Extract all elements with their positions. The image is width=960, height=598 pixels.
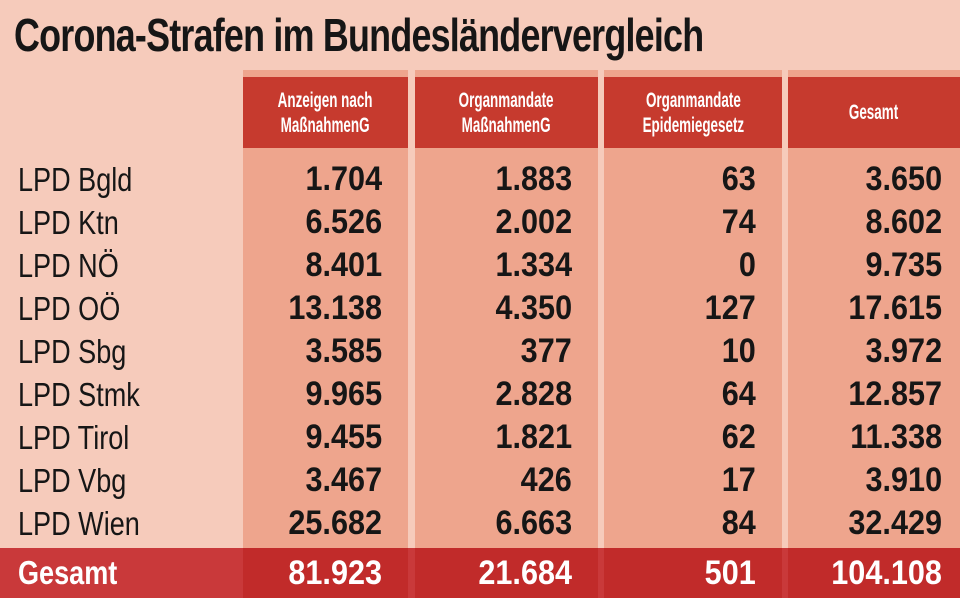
column-header: Organmandate Epidemiegesetz [604,77,782,148]
header-line: Organmandate [645,88,741,112]
column-header-label: Anzeigen nach MaßnahmenG [266,88,385,138]
row-label: LPD NÖ [18,247,119,284]
cell-value: 6.526 [305,203,382,241]
cell-value: 62 [721,418,756,456]
table-row: LPD Stmk 9.965 2.828 64 12.857 [0,373,960,416]
total-cell-background [604,548,782,598]
cell-value: 2.002 [495,203,572,241]
cell-value: 10 [721,332,756,370]
table-row: LPD Bgld 1.704 1.883 63 3.650 [0,158,960,201]
cell-value: 8.401 [305,246,382,284]
cell-value: 17.615 [848,289,942,327]
cell-value: 63 [721,160,756,198]
row-label: LPD Ktn [18,204,119,241]
cell-value: 1.704 [305,160,382,198]
cell-value: 11.338 [850,418,942,456]
header-line: Gesamt [849,101,899,124]
cell-value: 13.138 [288,289,382,327]
cell-value: 12.857 [848,375,942,413]
cell-value: 32.429 [848,504,942,542]
cell-value: 104.108 [831,554,942,592]
cell-value: 1.821 [495,418,572,456]
row-label: LPD Stmk [18,376,140,413]
header-line: MaßnahmenG [281,113,370,137]
cell-value: 9.965 [305,375,382,413]
cell-value: 0 [738,246,756,284]
row-label: LPD Vbg [18,462,127,499]
table-row: LPD Vbg 3.467 426 17 3.910 [0,459,960,502]
column-header: Gesamt [788,77,960,148]
cell-value: 377 [520,332,572,370]
table-row: LPD Sbg 3.585 377 10 3.972 [0,330,960,373]
cell-value: 17 [721,461,756,499]
cell-value: 3.910 [865,461,942,499]
cell-value: 2.828 [495,375,572,413]
total-cell-background [415,548,598,598]
cell-value: 9.455 [305,418,382,456]
column-background [604,70,782,548]
table-row: LPD Wien 25.682 6.663 84 32.429 [0,502,960,545]
total-cell-background [788,548,960,598]
header-line: Anzeigen nach [278,88,373,112]
table-row: LPD Ktn 6.526 2.002 74 8.602 [0,201,960,244]
row-label: LPD Bgld [18,161,133,198]
cell-value: 501 [704,554,756,592]
column-header-label: Organmandate Epidemiegesetz [629,88,756,138]
cell-value: 3.972 [865,332,942,370]
page-title: Corona-Strafen im Bundesländervergleich [14,9,704,61]
cell-value: 9.735 [865,246,942,284]
column-background [243,70,408,548]
table-row: LPD OÖ 13.138 4.350 127 17.615 [0,287,960,330]
column-header: Organmandate MaßnahmenG [415,77,598,148]
column-header-label: Organmandate MaßnahmenG [447,88,566,138]
cell-value: 3.650 [865,160,942,198]
column-background [788,70,960,548]
cell-value: 25.682 [288,504,382,542]
row-label: LPD Wien [18,505,140,542]
cell-value: 3.467 [305,461,382,499]
cell-value: 81.923 [288,554,382,592]
column-header-label: Gesamt [843,100,905,125]
row-label: LPD Sbg [18,333,127,370]
row-label: LPD OÖ [18,290,121,327]
cell-value: 8.602 [865,203,942,241]
cell-value: 21.684 [478,554,572,592]
cell-value: 74 [721,203,756,241]
table-row: LPD NÖ 8.401 1.334 0 9.735 [0,244,960,287]
column-background [415,70,598,548]
column-header: Anzeigen nach MaßnahmenG [243,77,408,148]
cell-value: 127 [704,289,756,327]
total-row: Gesamt 81.923 21.684 501 104.108 [0,548,960,598]
cell-value: 426 [520,461,572,499]
header-line: Organmandate [459,88,554,112]
total-cell-background [243,548,408,598]
row-label: LPD Tirol [18,419,130,456]
row-label: Gesamt [18,554,118,591]
header-line: Epidemiegesetz [642,113,744,137]
cell-value: 4.350 [495,289,572,327]
cell-value: 6.663 [495,504,572,542]
table-row: LPD Tirol 9.455 1.821 62 11.338 [0,416,960,459]
cell-value: 3.585 [305,332,382,370]
cell-value: 84 [721,504,756,542]
header-line: MaßnahmenG [462,113,551,137]
cell-value: 1.334 [495,246,572,284]
cell-value: 64 [721,375,756,413]
cell-value: 1.883 [495,160,572,198]
